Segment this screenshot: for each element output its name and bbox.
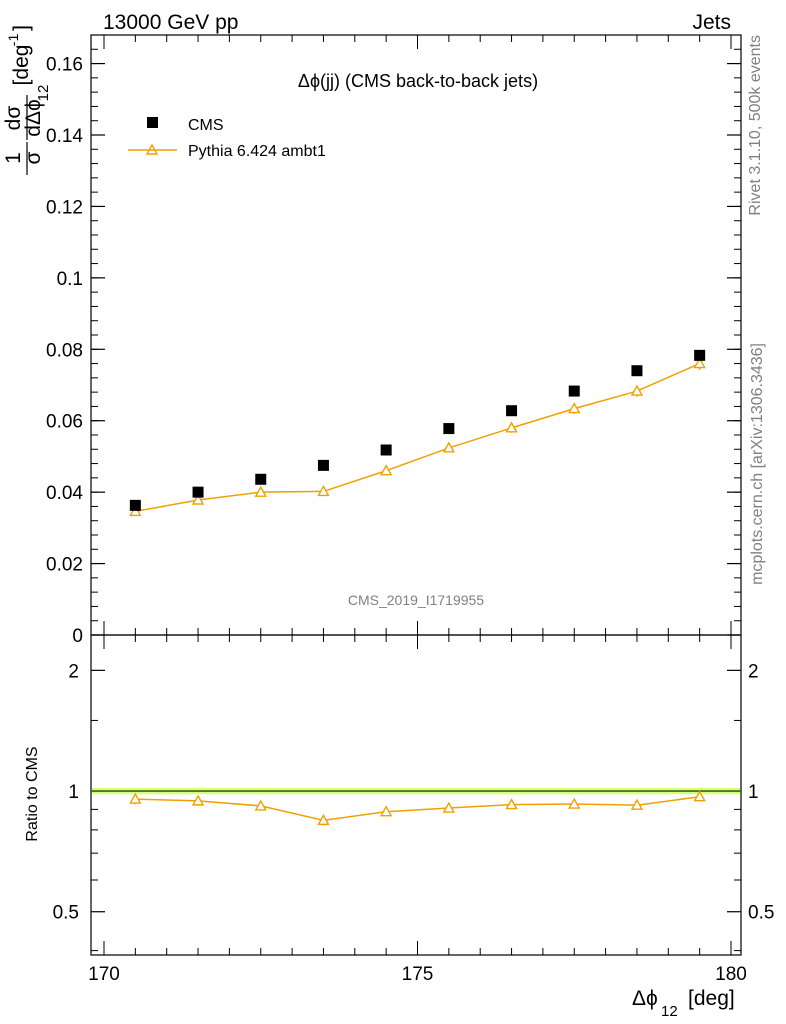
main-ytick-label: 0.04 — [46, 483, 83, 504]
main-ytick-label: 0.16 — [46, 55, 83, 76]
cms-point — [255, 473, 267, 485]
ratio-pythia-line — [135, 795, 700, 822]
chart-title: Δϕ(jj) (CMS back-to-back jets) — [298, 71, 538, 91]
ratio-ytick-label: 2 — [68, 661, 79, 682]
pythia-point — [442, 441, 456, 453]
cms-point — [129, 499, 141, 511]
main-ytick-label: 0.02 — [46, 555, 83, 576]
cms-point — [192, 486, 204, 498]
main-data-marks — [129, 349, 706, 517]
pythia-point — [129, 504, 142, 517]
ylabel-unit: [deg — [10, 45, 33, 86]
rivet-label: Rivet 3.1.10, 500k events — [747, 35, 764, 216]
ylabel-unit-close: ] — [10, 25, 33, 31]
main-ytick-label: 0.06 — [46, 412, 83, 433]
ratio-data-marks — [129, 790, 706, 826]
cms-point — [568, 385, 580, 397]
ylabel-unit-sup: -1 — [5, 34, 21, 47]
main-ytick-label: 0.14 — [46, 126, 83, 147]
ratio-panel-ticks: 170 175 180 0.5 0.5 1 1 2 2 — [53, 635, 774, 985]
main-y-axis-label: 1 σ dσ dΔϕ 12 [deg -1 ] — [2, 25, 52, 175]
legend-cms-label: CMS — [188, 117, 224, 134]
legend-pythia-marker — [145, 143, 159, 155]
pythia-point — [379, 464, 393, 476]
ratio-ytick-label: 0.5 — [53, 903, 79, 924]
ratio-ytick-label-right: 1 — [748, 782, 759, 803]
ratio-point — [693, 790, 706, 802]
pythia-point — [191, 493, 205, 505]
cms-point — [631, 365, 643, 377]
xtick-label: 170 — [88, 964, 120, 985]
cms-point — [694, 349, 706, 361]
ratio-reference-band — [91, 787, 741, 795]
ratio-point — [568, 797, 581, 809]
ratio-panel-frame — [90, 634, 742, 956]
cms-point — [380, 444, 392, 456]
main-panel-ticks: 0 0.02 0.04 0.06 0.08 0.1 0.12 0.14 0.16 — [46, 35, 741, 647]
mcplots-label: mcplots.cern.ch [arXiv:1306.3436] — [749, 343, 766, 585]
ratio-point — [254, 799, 267, 811]
xtick-label: 180 — [715, 964, 747, 985]
ylabel-frac-num: 1 — [2, 152, 25, 164]
pythia-point — [505, 421, 518, 433]
xlabel-unit: [deg] — [688, 987, 735, 1010]
pythia-point — [693, 357, 706, 369]
ylabel-deriv-den: dΔϕ — [22, 99, 45, 136]
pythia-point — [317, 484, 330, 497]
ylabel-deriv-num: dσ — [2, 106, 25, 131]
pythia-point — [254, 485, 267, 497]
ylabel-frac-den: σ — [22, 151, 45, 164]
ratio-point — [191, 794, 205, 806]
xlabel-symbol: Δϕ — [632, 987, 658, 1010]
header-right: Jets — [692, 11, 731, 34]
ratio-y-axis-label: Ratio to CMS — [24, 746, 41, 841]
ratio-point — [129, 792, 142, 804]
legend-pythia-label: Pythia 6.424 ambt1 — [188, 143, 326, 160]
ratio-point — [442, 801, 456, 813]
x-axis-label: Δϕ 12 [deg] — [632, 987, 735, 1020]
ratio-ytick-label: 1 — [68, 782, 79, 803]
ratio-ytick-label-right: 2 — [748, 661, 759, 682]
pythia-point — [568, 402, 581, 414]
main-ytick-label: 0.08 — [46, 340, 83, 361]
xlabel-sub: 12 — [661, 1003, 678, 1020]
xtick-label: 175 — [402, 964, 434, 985]
ylabel-deriv-den-sub: 12 — [35, 85, 52, 102]
cms-point — [506, 405, 518, 417]
header-left: 13000 GeV pp — [103, 11, 238, 34]
cms-point — [443, 423, 455, 435]
legend: CMS Pythia 6.424 ambt1 — [128, 117, 326, 160]
ratio-ytick-label-right: 0.5 — [748, 903, 774, 924]
analysis-watermark: CMS_2019_I1719955 — [348, 592, 484, 608]
pythia-line — [135, 362, 700, 513]
ratio-point — [317, 813, 330, 826]
main-ytick-label: 0.12 — [46, 197, 83, 218]
legend-cms-marker — [147, 117, 158, 128]
ratio-point — [505, 798, 518, 810]
cms-point — [317, 459, 329, 471]
main-ytick-label: 0.1 — [57, 269, 83, 290]
ratio-point — [630, 798, 644, 810]
ratio-point — [379, 805, 393, 817]
pythia-point — [630, 384, 644, 396]
main-ytick-label: 0 — [72, 626, 83, 647]
